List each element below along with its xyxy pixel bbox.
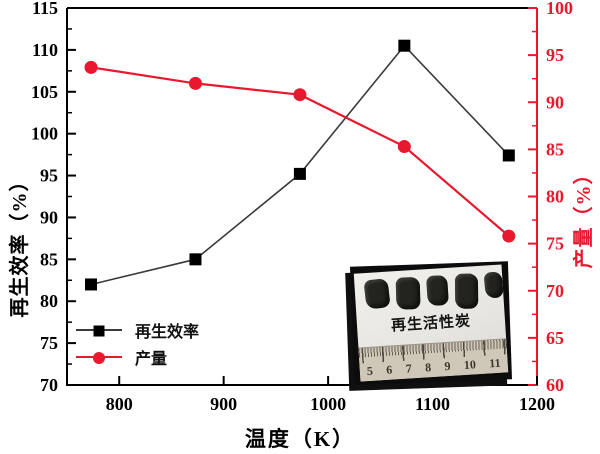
- inset-photo-frame: 再生活性炭 5 6 7 8 9 10 11: [349, 261, 513, 385]
- ruler-number: 6: [385, 362, 393, 377]
- carbon-chunk: [454, 273, 478, 309]
- right-tick-label: 100: [546, 0, 573, 18]
- yield-data-point: [397, 140, 411, 154]
- ruler-number: 11: [488, 355, 502, 371]
- right-tick-label: 70: [546, 281, 564, 301]
- efficiency-data-point: [293, 167, 306, 180]
- left-tick-label: 105: [31, 82, 58, 102]
- right-tick-label: 95: [546, 45, 564, 65]
- efficiency-data-point: [398, 39, 411, 52]
- yield-data-point: [293, 88, 307, 102]
- legend-item-efficiency: 再生效率: [76, 316, 199, 343]
- right-tick-label: 80: [546, 187, 564, 207]
- ruler-number: 5: [366, 363, 374, 379]
- x-tick-label: 900: [210, 394, 237, 414]
- left-tick-label: 90: [40, 207, 58, 227]
- x-tick-label: 1200: [519, 394, 555, 414]
- ruler-number: 7: [405, 361, 413, 376]
- carbon-chunk: [426, 274, 449, 307]
- x-tick-label: 1000: [310, 394, 346, 414]
- inset-photo: 再生活性炭 5 6 7 8 9 10 11: [353, 264, 509, 382]
- yield-data-point: [502, 229, 516, 243]
- ruler: 5 6 7 8 9 10 11: [358, 338, 509, 382]
- left-tick-label: 85: [40, 249, 58, 269]
- carbon-chunk: [363, 278, 391, 310]
- right-tick-label: 60: [546, 375, 564, 395]
- x-tick-label: 1100: [415, 394, 450, 414]
- ruler-number: 9: [444, 358, 451, 374]
- left-tick-label: 70: [40, 375, 58, 395]
- yield-legend-label: 产量: [135, 350, 168, 368]
- carbon-chunk: [395, 277, 421, 310]
- left-tick-label: 75: [40, 333, 58, 353]
- ruler-number: 10: [463, 357, 477, 373]
- carbon-chunk: [483, 271, 504, 299]
- left-axis-title: 再生效率（%）: [9, 170, 31, 318]
- yield-data-point: [188, 76, 202, 90]
- left-tick-label: 95: [40, 166, 58, 186]
- right-axis-title: 产量（%）: [573, 163, 595, 269]
- x-tick-label: 800: [106, 394, 133, 414]
- yield-data-point: [84, 60, 98, 74]
- ruler-number: 8: [424, 360, 432, 375]
- efficiency-data-point: [85, 278, 98, 291]
- right-tick-label: 90: [546, 92, 564, 112]
- x-axis-title: 温度（K）: [244, 427, 356, 451]
- left-tick-label: 80: [40, 291, 58, 311]
- left-tick-label: 100: [31, 124, 58, 144]
- efficiency-legend-marker: [76, 325, 122, 336]
- efficiency-legend-label: 再生效率: [135, 323, 200, 341]
- yield-legend-marker: [76, 351, 122, 364]
- legend: 再生效率 产量: [76, 316, 199, 370]
- right-tick-label: 85: [546, 139, 564, 159]
- efficiency-data-point: [189, 253, 202, 266]
- legend-item-yield: 产量: [76, 343, 199, 370]
- efficiency-data-point: [502, 149, 515, 162]
- left-tick-label: 110: [32, 40, 58, 60]
- right-tick-label: 75: [546, 234, 564, 254]
- efficiency-line: [90, 44, 510, 286]
- right-tick-label: 65: [546, 328, 564, 348]
- left-tick-label: 115: [32, 0, 58, 18]
